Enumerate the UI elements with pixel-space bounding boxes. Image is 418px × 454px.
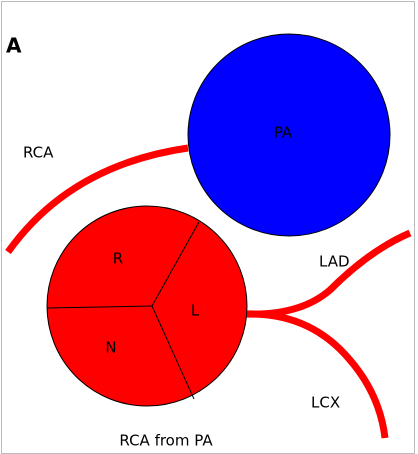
rca-label: RCA: [23, 144, 54, 162]
caption: RCA from PA: [119, 432, 213, 450]
panel-label: A: [6, 34, 22, 58]
lad-label: LAD: [319, 253, 350, 271]
lad-vessel: [245, 233, 410, 314]
lcx-label: LCX: [311, 394, 340, 412]
sinus-label: N: [105, 339, 116, 357]
lcx-vessel: [245, 314, 385, 438]
sinus-label: L: [191, 302, 200, 320]
diagram: A PA R L N RCA LAD LCX RCA from PA: [0, 0, 418, 454]
sinus-label: R: [113, 250, 123, 268]
pa-label: PA: [274, 124, 293, 142]
